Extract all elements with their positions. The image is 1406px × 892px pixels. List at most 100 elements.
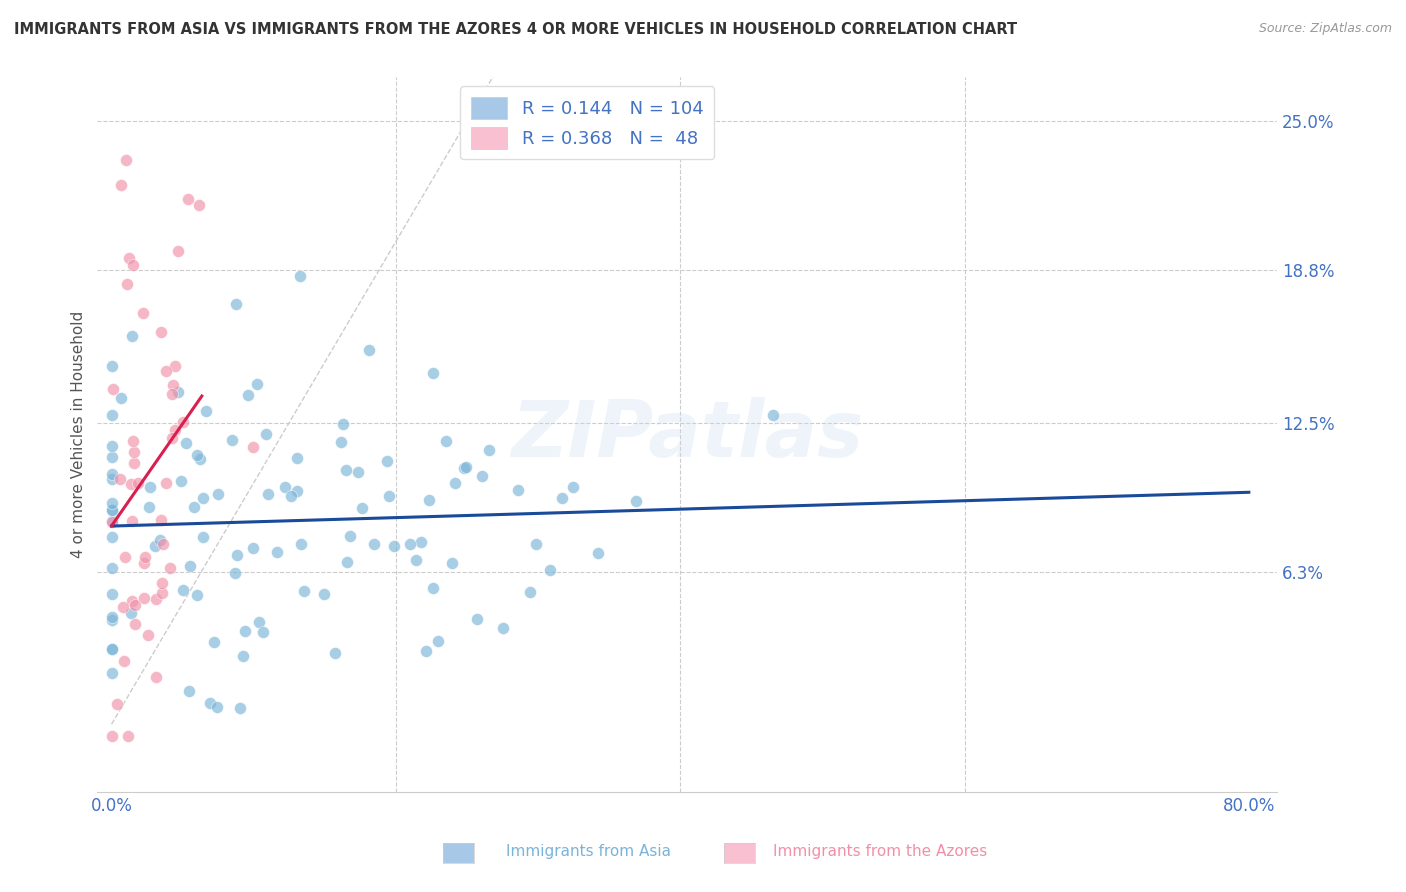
Point <box>266 545 288 559</box>
Point <box>122 259 145 273</box>
Point <box>221 433 243 447</box>
Point <box>506 483 529 497</box>
Point <box>100 729 122 743</box>
Point <box>100 503 122 517</box>
Point <box>124 598 146 612</box>
Point <box>247 615 270 629</box>
Point <box>229 700 252 714</box>
Point <box>110 391 132 405</box>
Point <box>155 364 177 378</box>
Point <box>172 582 194 597</box>
Point <box>329 435 352 450</box>
Point <box>149 513 172 527</box>
Point <box>332 417 354 431</box>
Point <box>290 537 312 551</box>
Point <box>441 557 464 571</box>
Point <box>174 435 197 450</box>
Point <box>336 555 359 569</box>
Point <box>136 628 159 642</box>
Point <box>100 560 122 574</box>
Point <box>225 297 247 311</box>
Point <box>100 514 122 528</box>
Point <box>100 610 122 624</box>
Point <box>405 553 427 567</box>
Point <box>350 501 373 516</box>
Point <box>588 546 610 560</box>
Text: Immigrants from Asia: Immigrants from Asia <box>506 845 671 859</box>
Point <box>170 474 193 488</box>
Point <box>152 537 174 551</box>
Point <box>179 558 201 573</box>
Point <box>478 442 501 457</box>
Point <box>100 666 122 681</box>
Point <box>150 575 173 590</box>
Point <box>443 476 465 491</box>
Point <box>120 606 142 620</box>
Point <box>274 480 297 494</box>
Point <box>134 550 156 565</box>
Point <box>538 564 561 578</box>
Point <box>165 359 187 373</box>
Point <box>100 613 122 627</box>
Point <box>519 584 541 599</box>
Point <box>454 460 477 475</box>
Point <box>117 729 139 743</box>
Point <box>202 635 225 649</box>
Point <box>100 502 122 516</box>
Point <box>280 489 302 503</box>
Text: IMMIGRANTS FROM ASIA VS IMMIGRANTS FROM THE AZORES 4 OR MORE VEHICLES IN HOUSEHO: IMMIGRANTS FROM ASIA VS IMMIGRANTS FROM … <box>14 22 1017 37</box>
Point <box>492 621 515 635</box>
Point <box>167 385 190 400</box>
Point <box>114 153 136 167</box>
Point <box>101 516 124 530</box>
Point <box>191 491 214 506</box>
Point <box>252 624 274 639</box>
Point <box>257 487 280 501</box>
Point <box>465 612 488 626</box>
Point <box>132 556 155 570</box>
Point <box>167 244 190 258</box>
Point <box>138 500 160 514</box>
Point <box>149 326 172 340</box>
Point <box>188 452 211 467</box>
Point <box>179 684 201 698</box>
Point <box>207 487 229 501</box>
Point <box>118 251 141 265</box>
Point <box>363 537 385 551</box>
Point <box>121 594 143 608</box>
Point <box>254 427 277 442</box>
Point <box>103 382 125 396</box>
Point <box>246 377 269 392</box>
Point <box>127 475 149 490</box>
Point <box>149 533 172 547</box>
Point <box>415 644 437 658</box>
Point <box>120 477 142 491</box>
Point <box>292 584 315 599</box>
Text: Immigrants from the Azores: Immigrants from the Azores <box>773 845 987 859</box>
Point <box>108 472 131 486</box>
Y-axis label: 4 or more Vehicles in Household: 4 or more Vehicles in Household <box>72 311 86 558</box>
Point <box>232 649 254 664</box>
Point <box>562 480 585 494</box>
Point <box>100 641 122 656</box>
Point <box>165 423 187 437</box>
Point <box>160 387 183 401</box>
Point <box>100 495 122 509</box>
Point <box>411 535 433 549</box>
Point <box>132 306 155 320</box>
Point <box>139 480 162 494</box>
Point <box>186 588 208 602</box>
Point <box>121 329 143 343</box>
Point <box>375 454 398 468</box>
Point <box>426 634 449 648</box>
Point <box>290 269 312 284</box>
Point <box>194 404 217 418</box>
Point <box>114 654 136 668</box>
Point <box>100 472 122 486</box>
Point <box>162 431 184 445</box>
Point <box>233 624 256 638</box>
Point <box>134 591 156 606</box>
Point <box>172 415 194 429</box>
Point <box>226 548 249 562</box>
Point <box>186 448 208 462</box>
